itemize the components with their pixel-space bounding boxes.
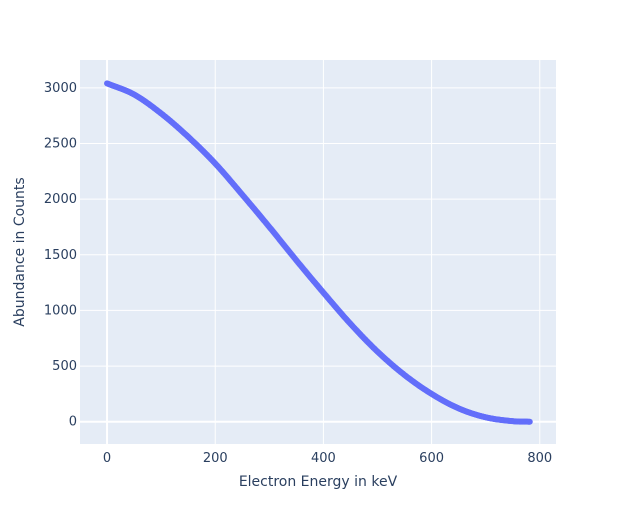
x-tick-label: 600 xyxy=(419,451,444,466)
y-tick-label: 3000 xyxy=(44,81,77,96)
x-tick-label: 400 xyxy=(311,451,336,466)
y-tick-labels: 0 500 1000 1500 2000 2500 3000 xyxy=(44,81,77,430)
y-tick-label: 1000 xyxy=(44,303,77,318)
data-points xyxy=(104,80,533,425)
y-tick-label: 2000 xyxy=(44,192,77,207)
data-point xyxy=(526,418,533,425)
y-tick-label: 0 xyxy=(69,415,77,430)
grid-lines xyxy=(80,60,556,444)
x-axis-title: Electron Energy in keV xyxy=(239,474,398,490)
x-tick-label: 800 xyxy=(527,451,552,466)
x-tick-labels: 0 200 400 600 800 xyxy=(103,451,552,466)
y-tick-label: 500 xyxy=(52,359,77,374)
x-tick-label: 0 xyxy=(103,451,111,466)
y-axis-title: Abundance in Counts xyxy=(12,177,28,326)
y-tick-label: 1500 xyxy=(44,248,77,263)
x-tick-label: 200 xyxy=(203,451,228,466)
plot-background xyxy=(80,60,556,444)
y-tick-label: 2500 xyxy=(44,136,77,151)
